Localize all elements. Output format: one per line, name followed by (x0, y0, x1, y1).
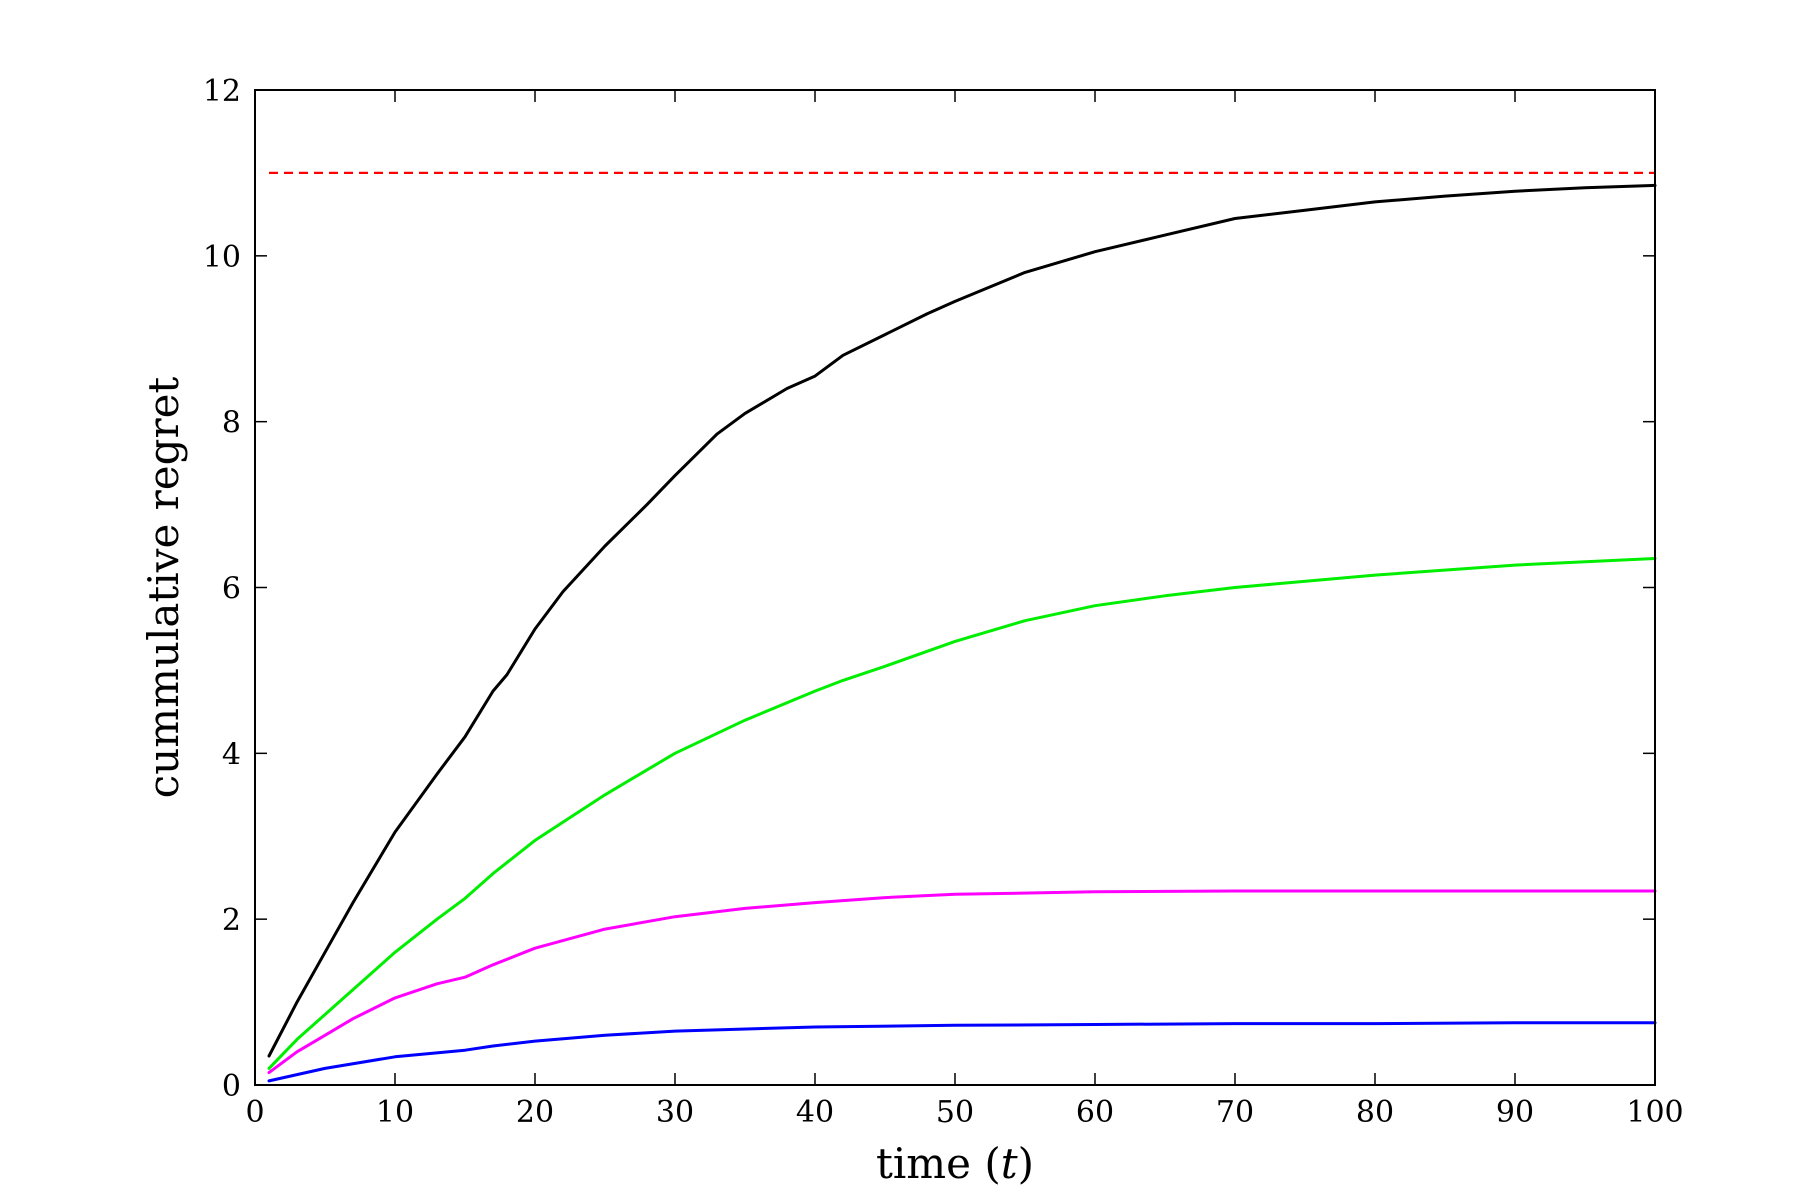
x-tick-label-4: 40 (796, 1095, 834, 1130)
x-tick-label-10: 100 (1626, 1095, 1683, 1130)
x-tick-label-9: 90 (1496, 1095, 1534, 1130)
y-tick-label-0: 0 (222, 1069, 241, 1104)
x-axis-label-text: time (876, 1139, 971, 1188)
y-tick-label-3: 6 (222, 572, 241, 607)
y-axis-label: cummulative regret (139, 377, 188, 799)
x-tick-label-3: 30 (656, 1095, 694, 1130)
x-tick-label-2: 20 (516, 1095, 554, 1130)
y-tick-label-5: 10 (203, 240, 241, 275)
x-tick-label-7: 70 (1216, 1095, 1254, 1130)
x-tick-label-5: 50 (936, 1095, 974, 1130)
series-layer (267, 171, 1657, 1083)
x-axis-label: time (t) (876, 1139, 1034, 1188)
y-tick-label-4: 8 (222, 406, 241, 441)
plot-frame (254, 89, 1656, 1086)
series-line-3 (267, 1021, 1657, 1083)
series-line-2 (267, 889, 1657, 1075)
x-tick-label-1: 10 (376, 1095, 414, 1130)
y-tick-label-2: 4 (222, 737, 241, 772)
x-tick-label-6: 60 (1076, 1095, 1114, 1130)
x-axis-label-symbol: t (1001, 1139, 1018, 1188)
y-tick-label-1: 2 (222, 903, 241, 938)
y-tick-label-6: 12 (203, 74, 241, 109)
series-line-1 (267, 557, 1657, 1070)
ticks-layer (254, 89, 1656, 1086)
x-tick-label-8: 80 (1356, 1095, 1394, 1130)
tick-labels-layer: 0 10 20 30 40 50 60 70 80 90 100 0 2 4 6 8 10 12 (203, 74, 1684, 1130)
x-tick-label-0: 0 (245, 1095, 264, 1130)
series-line-0 (267, 183, 1657, 1058)
